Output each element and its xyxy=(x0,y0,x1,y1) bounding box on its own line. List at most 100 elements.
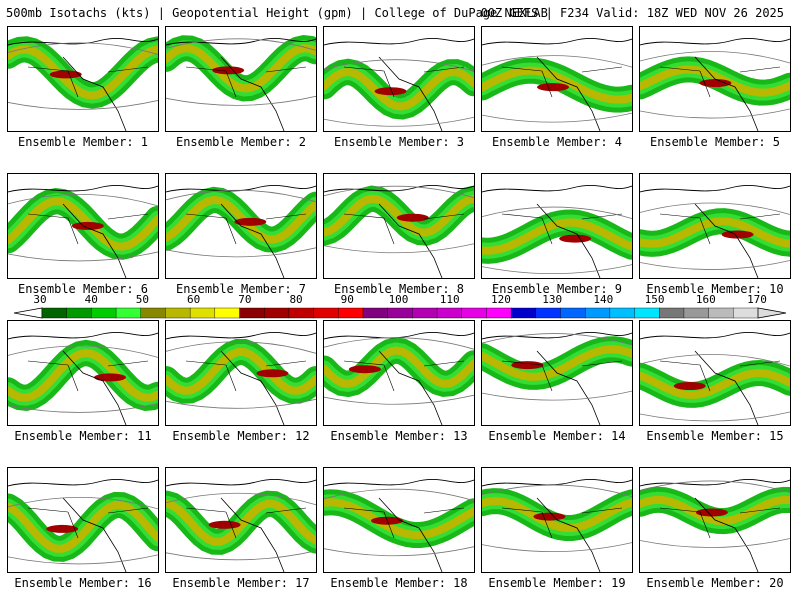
jet-core xyxy=(208,520,241,529)
coastline xyxy=(640,184,790,193)
colorbar-swatch xyxy=(461,307,487,319)
border-lines xyxy=(343,66,465,98)
ensemble-map-16 xyxy=(7,467,159,573)
jet-core xyxy=(49,70,82,79)
isotach-map xyxy=(324,478,474,572)
coastline xyxy=(378,56,443,131)
jet-core xyxy=(511,361,544,370)
ensemble-member-label: Ensemble Member: 1 xyxy=(17,135,149,149)
coastline xyxy=(482,184,632,193)
colorbar-strip xyxy=(13,307,787,319)
jet-core xyxy=(721,230,754,239)
coastline xyxy=(62,350,127,425)
ensemble-map-20 xyxy=(639,467,791,573)
colorbar-swatch xyxy=(584,307,611,319)
coastline xyxy=(640,478,790,487)
jet-band-inner xyxy=(166,348,316,395)
isotach-colorbar: 30 40 50 60 70 80 90 100 110 120 130 140 150 160 170 xyxy=(0,294,800,320)
coastline xyxy=(8,478,158,487)
jet-band-inner xyxy=(8,500,158,553)
ensemble-member-label: Ensemble Member: 12 xyxy=(172,429,310,443)
jet-band-inner xyxy=(640,217,790,248)
jet-band-inner xyxy=(640,65,790,97)
colorbar-tick-label: 120 xyxy=(490,293,511,306)
coastline xyxy=(166,331,316,340)
colorbar-swatch xyxy=(338,307,364,319)
isotach-map xyxy=(324,331,474,425)
colorbar-swatch xyxy=(609,307,636,319)
colorbar-tick-label: 160 xyxy=(695,293,716,306)
height-contour xyxy=(482,390,632,401)
coastline xyxy=(220,56,285,131)
ensemble-member-label: Ensemble Member: 15 xyxy=(646,429,784,443)
height-contour xyxy=(166,38,316,51)
ensemble-member-label: Ensemble Member: 2 xyxy=(175,135,307,149)
ensemble-member-label: Ensemble Member: 5 xyxy=(649,135,781,149)
height-contour xyxy=(8,345,158,358)
coastline xyxy=(536,203,601,278)
coastline xyxy=(8,184,158,193)
colorbar-swatch xyxy=(535,307,561,319)
ensemble-map-6 xyxy=(7,173,159,279)
height-contour xyxy=(166,95,316,106)
isotach-map xyxy=(8,184,158,278)
ensemble-map-2 xyxy=(165,26,317,132)
coastline xyxy=(378,497,443,572)
border-lines xyxy=(501,360,623,392)
height-contour xyxy=(640,411,790,422)
coastline xyxy=(694,350,759,425)
ensemble-member-label: Ensemble Member: 13 xyxy=(330,429,468,443)
ensemble-member-label: Ensemble Member: 17 xyxy=(172,576,310,590)
border-lines xyxy=(659,66,781,98)
jet-band-inner xyxy=(166,195,316,244)
coastline xyxy=(324,37,474,46)
ensemble-map-15 xyxy=(639,320,791,426)
coastline xyxy=(62,56,127,131)
ensemble-map-9 xyxy=(481,173,633,279)
coastline xyxy=(694,56,759,131)
ensemble-member-label: Ensemble Member: 6 xyxy=(17,282,149,296)
ensemble-map-12 xyxy=(165,320,317,426)
ensemble-map-1 xyxy=(7,26,159,132)
height-contour xyxy=(482,484,632,497)
colorbar-swatch xyxy=(165,307,191,319)
height-contour xyxy=(482,333,632,346)
isotach-map xyxy=(640,184,790,278)
height-contour xyxy=(324,243,474,254)
jet-band-inner xyxy=(166,499,316,546)
border-lines xyxy=(501,66,623,98)
jet-band-inner xyxy=(324,346,474,388)
colorbar-swatch xyxy=(486,307,512,319)
height-contour xyxy=(324,488,474,502)
colorbar-swatch xyxy=(708,307,734,319)
ensemble-map-17 xyxy=(165,467,317,573)
colorbar-swatch xyxy=(214,307,241,319)
jet-core xyxy=(71,221,104,230)
colorbar-swatch xyxy=(264,307,290,319)
isotach-map xyxy=(640,331,790,425)
border-lines xyxy=(343,213,465,245)
isotach-map xyxy=(482,331,632,425)
jet-core xyxy=(673,381,706,390)
border-lines xyxy=(501,213,623,245)
ensemble-map-4 xyxy=(481,26,633,132)
colorbar-tick-label: 30 xyxy=(33,293,47,306)
ensemble-map-14 xyxy=(481,320,633,426)
border-lines xyxy=(27,507,149,539)
border-lines xyxy=(185,66,307,98)
height-contour xyxy=(166,341,316,354)
height-contour xyxy=(482,206,632,219)
isotach-map xyxy=(640,37,790,131)
jet-core xyxy=(234,217,267,226)
isotach-map xyxy=(166,331,316,425)
colorbar-swatch xyxy=(189,307,216,319)
jet-core xyxy=(348,365,381,374)
figure-title-right: 00Z GEFS | F234 Valid: 18Z WED NOV 26 20… xyxy=(480,6,784,20)
coastline xyxy=(536,497,601,572)
jet-core xyxy=(212,66,245,75)
jet-core xyxy=(533,512,566,521)
jet-band-inner xyxy=(8,197,158,251)
height-contour xyxy=(324,337,474,350)
coastline xyxy=(62,497,127,572)
jet-band-mid xyxy=(8,41,158,104)
